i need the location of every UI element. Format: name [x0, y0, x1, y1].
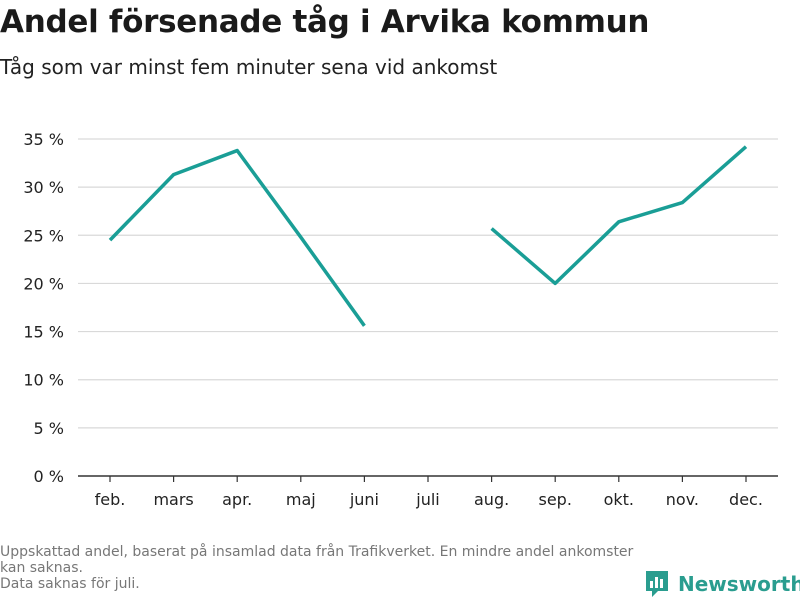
- x-tick-label: dec.: [729, 490, 763, 509]
- x-tick-label: nov.: [666, 490, 699, 509]
- y-tick-label: 15 %: [23, 323, 64, 342]
- y-tick-label: 0 %: [34, 467, 64, 486]
- series-line-segment: [490, 145, 748, 286]
- x-tick-label: okt.: [604, 490, 634, 509]
- brand-name: Newsworthy: [678, 572, 800, 596]
- x-tick-label: mars: [153, 490, 193, 509]
- y-tick-label: 25 %: [23, 226, 64, 245]
- footnote-line-2: Data saknas för juli.: [0, 576, 140, 592]
- footnote-line-1: Uppskattad andel, baserat på insamlad da…: [0, 544, 634, 576]
- y-tick-label: 35 %: [23, 130, 64, 149]
- x-tick-label: feb.: [95, 490, 126, 509]
- grid-lines: [78, 138, 778, 477]
- x-tick-label: juni: [349, 490, 379, 509]
- y-axis-ticks: 0 % 5 % 10 % 15 % 20 % 25 % 30 % 35 %: [23, 130, 64, 486]
- footnote: Uppskattad andel, baserat på insamlad da…: [0, 544, 640, 592]
- x-tick-label: juli: [415, 490, 439, 509]
- x-tick-label: sep.: [538, 490, 571, 509]
- line-chart: 0 % 5 % 10 % 15 % 20 % 25 % 30 % 35 % feb. mars a…: [23, 130, 778, 509]
- brand-logo: Newsworthy: [644, 568, 800, 600]
- y-tick-label: 20 %: [23, 274, 64, 293]
- y-tick-label: 5 %: [34, 419, 64, 438]
- x-tick-label: maj: [286, 490, 316, 509]
- y-tick-label: 10 %: [23, 371, 64, 390]
- chart-subtitle: Tåg som var minst fem minuter sena vid a…: [0, 55, 498, 79]
- newsworthy-logo-icon: [646, 571, 668, 597]
- series-lines: [108, 145, 748, 327]
- chart-title: Andel försenade tåg i Arvika kommun: [0, 4, 650, 40]
- y-tick-label: 30 %: [23, 178, 64, 197]
- series-line-segment: [108, 148, 366, 327]
- x-axis-ticks: feb. mars apr. maj juni juli aug. sep. okt. nov. d…: [95, 476, 763, 509]
- x-tick-label: aug.: [474, 490, 509, 509]
- x-tick-label: apr.: [222, 490, 252, 509]
